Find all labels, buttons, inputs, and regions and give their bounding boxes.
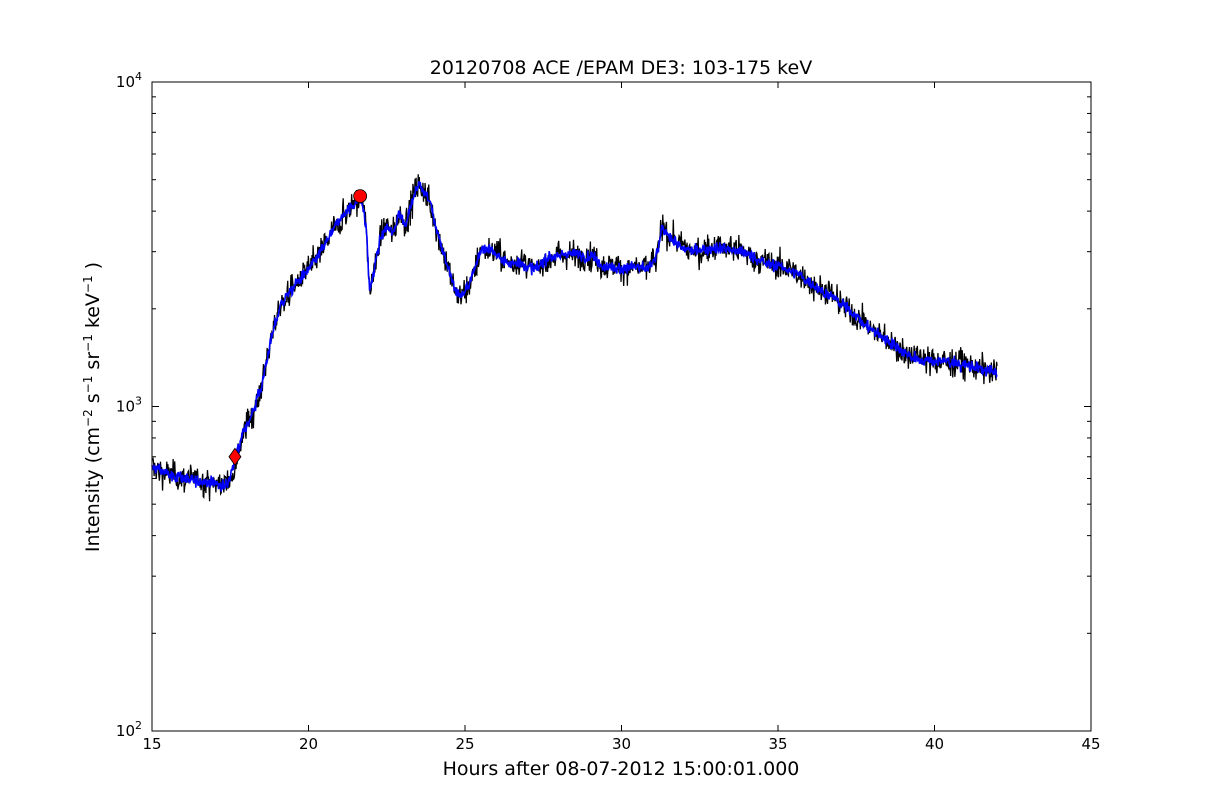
x-tick-label: 40 <box>925 735 944 753</box>
onset-marker-diamond <box>228 447 242 466</box>
y-label-part: s <box>82 393 104 409</box>
y-label-exp: −1 <box>81 275 95 293</box>
x-tick-label: 15 <box>142 735 161 753</box>
peak-marker-circle <box>353 189 368 204</box>
series-layer <box>151 174 998 502</box>
x-axis: 15 20 25 30 35 40 45 <box>142 82 1101 753</box>
y-tick-label: 102 <box>116 719 142 740</box>
x-tick-label: 30 <box>612 735 631 753</box>
y-label-part: sr <box>82 352 104 376</box>
marker-layer <box>228 189 368 466</box>
y-label-exp: −1 <box>81 334 95 352</box>
y-axis-label: Intensity (cm−2 s−1 sr−1 keV−1 ) <box>81 262 104 552</box>
y-tick-label: 103 <box>116 395 142 416</box>
y-label-part: Intensity (cm <box>82 427 104 552</box>
x-tick-label: 25 <box>455 735 474 753</box>
y-tick-exponent: 3 <box>135 395 142 408</box>
x-tick-label: 45 <box>1081 735 1100 753</box>
y-tick-label: 104 <box>116 70 142 91</box>
y-label-part: keV <box>82 293 104 334</box>
y-label-exp: −1 <box>81 376 95 394</box>
x-tick-label: 35 <box>768 735 787 753</box>
y-tick-exponent: 4 <box>135 70 142 83</box>
y-tick-exponent: 2 <box>135 719 142 732</box>
x-tick-label: 20 <box>299 735 318 753</box>
x-axis-label: Hours after 08-07-2012 15:00:01.000 <box>443 758 800 780</box>
chart-title: 20120708 ACE /EPAM DE3: 103-175 keV <box>430 57 812 79</box>
y-tick-base: 10 <box>116 73 135 91</box>
smoothed-intensity-line <box>151 181 998 492</box>
y-tick-base: 10 <box>116 398 135 416</box>
y-label-exp: −2 <box>81 409 95 427</box>
y-label-part: ) <box>82 262 104 275</box>
y-tick-base: 10 <box>116 722 135 740</box>
